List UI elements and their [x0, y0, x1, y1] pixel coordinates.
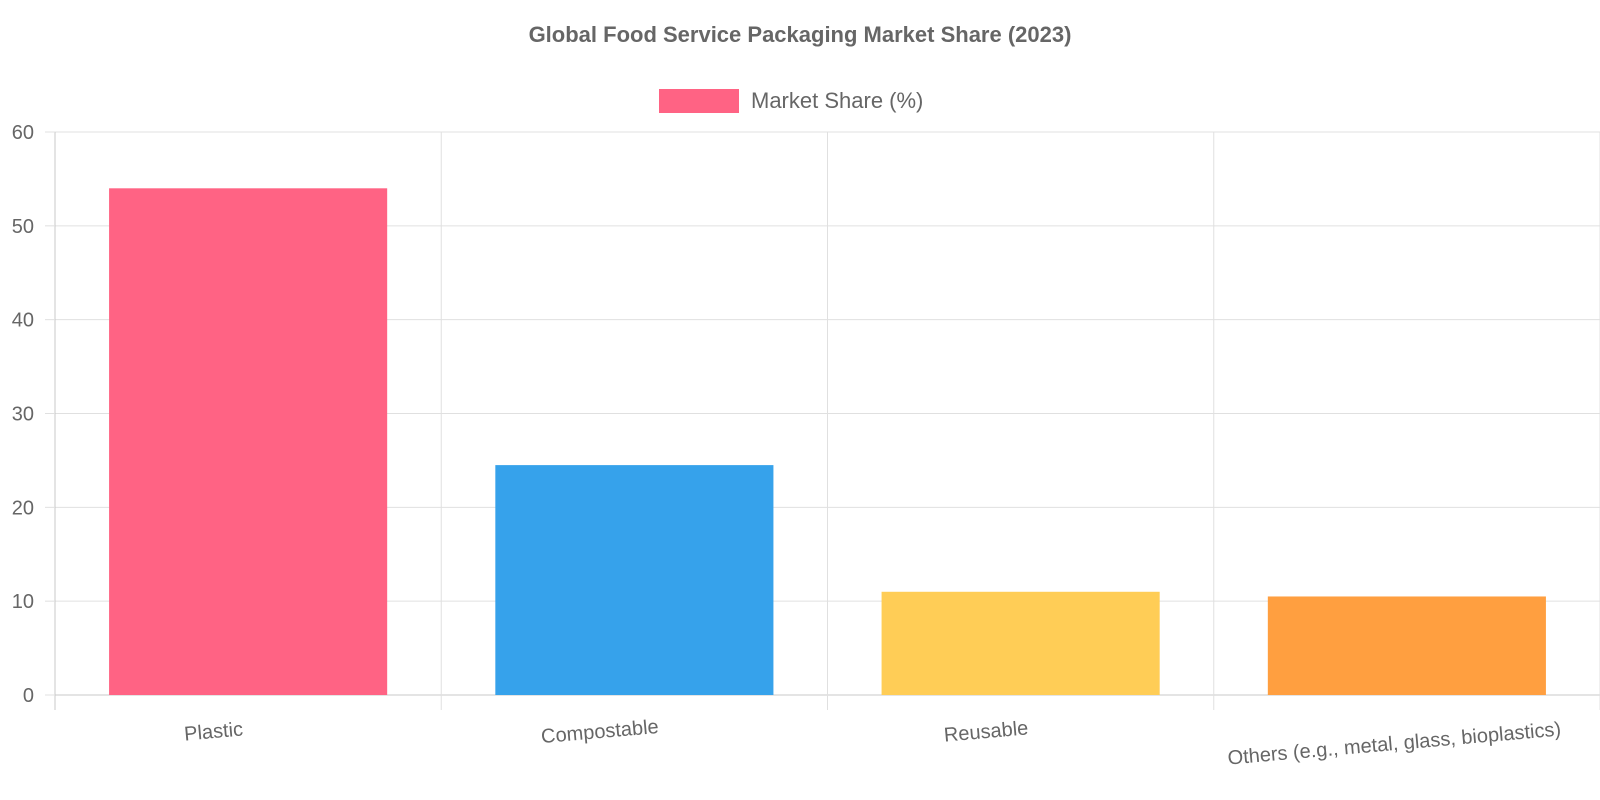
bar-plastic[interactable] — [109, 188, 388, 696]
x-axis: Plastic Compostable Reusable Others (e.g., … — [183, 716, 1562, 770]
y-tick-label: 30 — [12, 404, 34, 426]
bar-others[interactable] — [1267, 596, 1546, 695]
x-tick-label: Compostable — [540, 716, 659, 748]
y-tick-label: 60 — [12, 122, 34, 144]
y-tick-label: 0 — [23, 685, 34, 707]
y-tick-label: 50 — [12, 216, 34, 238]
x-tick-label: Plastic — [183, 718, 244, 745]
bar-reusable[interactable] — [881, 591, 1160, 695]
bars — [109, 188, 1546, 696]
legend-swatch — [659, 89, 739, 113]
y-axis: 0 10 20 30 40 50 60 — [12, 122, 55, 707]
chart-title: Global Food Service Packaging Market Sha… — [529, 22, 1072, 47]
legend[interactable]: Market Share (%) — [659, 88, 923, 113]
legend-label: Market Share (%) — [751, 88, 923, 113]
bar-compostable[interactable] — [495, 465, 774, 695]
y-tick-label: 20 — [12, 497, 34, 519]
y-tick-label: 10 — [12, 591, 34, 613]
y-tick-label: 40 — [12, 310, 34, 332]
x-tick-label: Others (e.g., metal, glass, bioplastics) — [1227, 718, 1562, 769]
x-tick-label: Reusable — [943, 717, 1029, 746]
